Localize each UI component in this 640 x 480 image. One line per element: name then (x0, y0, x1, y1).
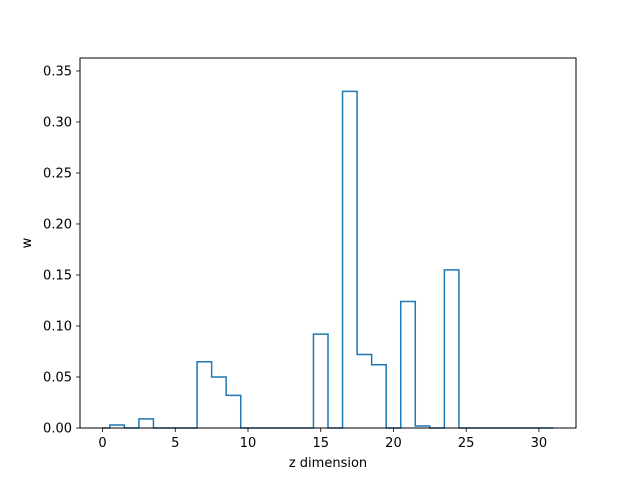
x-tick-label: 20 (385, 436, 402, 451)
plot-frame (79, 57, 577, 429)
y-tick-label: 0.25 (43, 166, 72, 181)
x-axis: 0 5 10 15 20 25 30 (98, 428, 547, 451)
y-axis: 0.00 0.05 0.10 0.15 0.20 0.25 0.30 0.35 (43, 64, 80, 437)
x-tick-label: 5 (171, 436, 179, 451)
y-tick-label: 0.30 (43, 115, 72, 130)
y-axis-label: w (20, 237, 35, 248)
y-tick-label: 0.10 (43, 319, 72, 334)
y-tick-label: 0.20 (43, 217, 72, 232)
x-axis-label: z dimension (289, 456, 367, 471)
x-tick-label: 10 (240, 436, 257, 451)
y-tick-label: 0.00 (43, 422, 72, 437)
x-tick-label: 15 (312, 436, 329, 451)
y-tick-label: 0.35 (43, 64, 72, 79)
x-tick-label: 0 (98, 436, 106, 451)
x-tick-label: 25 (458, 436, 475, 451)
x-tick-label: 30 (531, 436, 548, 451)
y-tick-label: 0.15 (43, 268, 72, 283)
y-tick-label: 0.05 (43, 370, 72, 385)
